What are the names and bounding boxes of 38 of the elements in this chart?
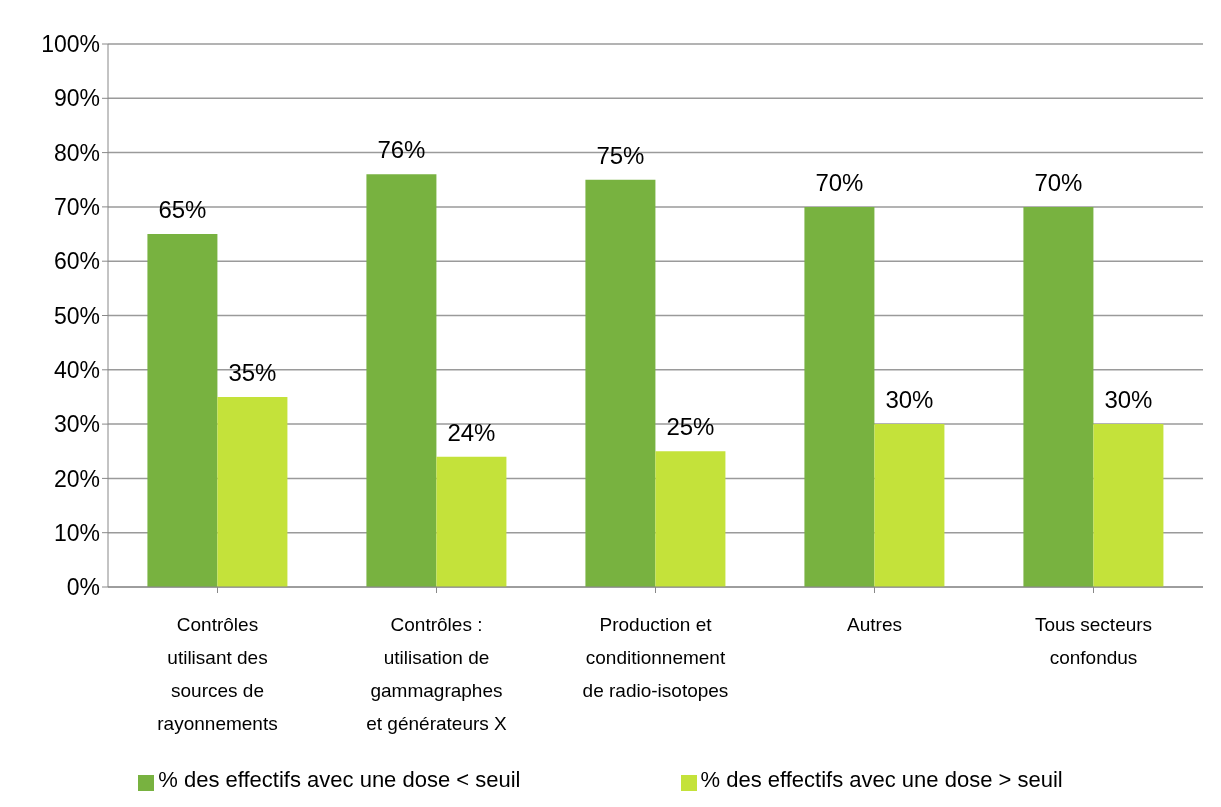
y-tick-label: 20%: [53, 465, 100, 492]
x-tick-label: Production et conditionnement de radio-isotopes: [582, 614, 729, 701]
bar: [217, 396, 288, 587]
y-tick-label: 30%: [53, 411, 100, 438]
data-label: 65%: [158, 196, 207, 224]
data-label: 24%: [447, 418, 496, 446]
data-label: 30%: [1104, 386, 1153, 414]
bar: [804, 206, 875, 587]
y-tick-label: 50%: [53, 302, 100, 329]
x-tick-label: Tous secteurs confondus: [1034, 614, 1153, 668]
data-label: 30%: [885, 386, 934, 414]
bar: [1023, 206, 1094, 587]
bar: [366, 174, 437, 587]
bar: [655, 451, 726, 587]
y-tick-label: 10%: [53, 519, 100, 546]
y-tick-label: 70%: [53, 194, 100, 221]
data-label: 25%: [666, 413, 715, 441]
y-tick-label: 80%: [53, 139, 100, 166]
y-tick-label: 60%: [53, 248, 100, 275]
legend-label: % des effectifs avec une dose < seuil: [158, 767, 521, 792]
y-tick-label: 90%: [53, 85, 100, 112]
bar: [585, 179, 656, 587]
data-label: 35%: [228, 358, 277, 386]
y-tick-label: 100%: [41, 31, 100, 58]
y-tick-label: 40%: [53, 356, 100, 383]
legend-label: % des effectifs avec une dose > seuil: [700, 767, 1063, 792]
x-tick-label: Autres: [847, 614, 902, 635]
data-label: 70%: [1034, 168, 1083, 196]
y-tick-label: 0%: [66, 574, 100, 601]
x-tick-label: Contrôles : utilisation de gammagraphes et générateurs X: [366, 614, 508, 734]
data-label: 75%: [596, 141, 645, 169]
data-label: 76%: [377, 136, 426, 164]
bar: [874, 424, 945, 587]
bar: [436, 456, 507, 587]
data-label: 70%: [815, 168, 864, 196]
x-tick-label: Contrôles utilisant des sources de rayonnements: [157, 614, 278, 734]
bar: [147, 234, 218, 587]
bar: [1093, 424, 1164, 587]
